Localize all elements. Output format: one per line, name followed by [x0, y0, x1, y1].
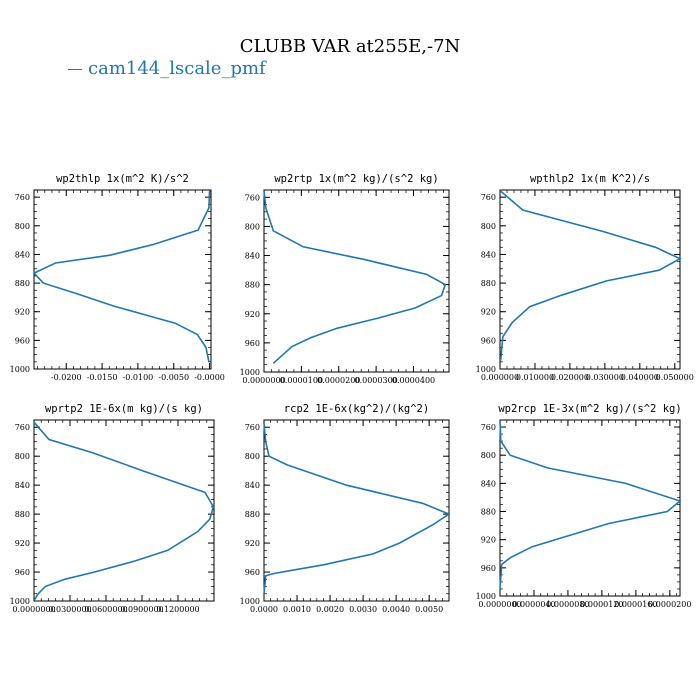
y-tick-label: 840 — [481, 250, 496, 259]
y-tick-label: 960 — [245, 339, 260, 348]
y-tick-label: 920 — [481, 308, 496, 317]
x-tick-label: 0.020000 — [551, 373, 589, 382]
y-tick-label: 880 — [15, 279, 30, 288]
y-tick-label: 800 — [245, 452, 260, 461]
y-tick-label: 760 — [245, 193, 260, 202]
y-tick-label: 800 — [481, 451, 496, 460]
plot-frame — [33, 419, 215, 602]
y-tick-label: 960 — [481, 564, 496, 573]
y-tick-label: 880 — [245, 281, 260, 290]
plot-frame — [499, 189, 681, 370]
plot-frame — [263, 189, 450, 373]
y-tick-label: 840 — [15, 481, 30, 490]
x-tick-label: 0.0000100 — [280, 376, 323, 385]
plot-frame — [263, 419, 450, 602]
y-tick-label: 840 — [481, 479, 496, 488]
y-tick-label: 1000 — [10, 365, 30, 374]
series-line — [32, 189, 211, 362]
x-tick-label: 0.0000160 — [614, 600, 657, 609]
y-tick-label: 800 — [481, 222, 496, 231]
x-tick-label: 0.0000040 — [512, 600, 555, 609]
y-tick-label: 800 — [245, 222, 260, 231]
x-tick-label: 0.0040 — [382, 605, 410, 614]
y-tick-label: 920 — [481, 536, 496, 545]
y-tick-label: 840 — [15, 250, 30, 259]
x-tick-label: 0.0000000 — [478, 600, 521, 609]
y-tick-label: 880 — [481, 279, 496, 288]
x-tick-label: 0.0000 — [250, 605, 278, 614]
y-tick-label: 1000 — [10, 597, 30, 606]
panel-title: wp2rcp 1E-3x(m^2 kg)/(s^2 kg) — [498, 403, 681, 415]
y-tick-label: 960 — [15, 568, 30, 577]
y-tick-label: 1000 — [476, 592, 496, 601]
x-tick-label: -0.0000 — [194, 373, 225, 382]
x-tick-label: 0.0600000 — [84, 605, 127, 614]
y-tick-label: 760 — [15, 423, 30, 432]
figure-title: CLUBB VAR at255E,-7N — [239, 36, 461, 57]
y-tick-label: 920 — [15, 308, 30, 317]
y-tick-label: 1000 — [240, 368, 260, 377]
legend-label: cam144_lscale_pmf — [88, 58, 266, 79]
x-tick-label: 0.000000 — [481, 373, 519, 382]
x-tick-label: 0.010000 — [516, 373, 554, 382]
x-tick-label: 0.030000 — [586, 373, 624, 382]
x-tick-label: 0.0300000 — [48, 605, 91, 614]
y-tick-label: 760 — [15, 193, 30, 202]
y-tick-label: 920 — [15, 539, 30, 548]
y-tick-label: 760 — [481, 423, 496, 432]
y-tick-label: 920 — [245, 539, 260, 548]
x-tick-label: 0.1200000 — [156, 605, 199, 614]
panel-title: wpthlp2 1x(m K^2)/s — [530, 173, 650, 185]
y-tick-label: 760 — [481, 193, 496, 202]
x-tick-label: -0.0100 — [123, 373, 154, 382]
y-tick-label: 880 — [245, 510, 260, 519]
panel-title: wprtp2 1E-6x(m kg)/(s kg) — [45, 403, 203, 415]
x-tick-label: 0.0000080 — [546, 600, 589, 609]
series-line — [33, 421, 215, 601]
y-tick-label: 1000 — [240, 597, 260, 606]
x-tick-label: -0.0050 — [158, 373, 189, 382]
y-tick-label: 880 — [481, 508, 496, 517]
x-tick-label: 0.0000300 — [354, 376, 397, 385]
x-tick-label: -0.0150 — [87, 373, 118, 382]
y-tick-label: 920 — [245, 310, 260, 319]
x-tick-label: 0.0900000 — [120, 605, 163, 614]
panel-title: wp2thlp 1x(m^2 K)/s^2 — [56, 173, 189, 185]
y-tick-label: 960 — [481, 336, 496, 345]
x-tick-label: 0.040000 — [621, 373, 659, 382]
x-tick-label: 0.050000 — [656, 373, 694, 382]
x-tick-label: 0.0050 — [415, 605, 443, 614]
x-tick-label: 0.0030 — [349, 605, 377, 614]
plot-frame — [33, 189, 212, 370]
y-tick-label: 840 — [245, 481, 260, 490]
y-tick-label: 800 — [15, 222, 30, 231]
panel-title: rcp2 1E-6x(kg^2)/(kg^2) — [284, 403, 429, 415]
x-tick-label: 0.0020 — [316, 605, 344, 614]
y-tick-label: 760 — [245, 423, 260, 432]
legend-line-swatch — [68, 68, 82, 70]
y-tick-label: 800 — [15, 452, 30, 461]
y-tick-label: 960 — [245, 568, 260, 577]
series-line — [263, 423, 451, 594]
series-line — [499, 190, 682, 361]
plot-frame — [499, 419, 681, 597]
x-tick-label: 0.0000000 — [242, 376, 285, 385]
y-tick-label: 880 — [15, 510, 30, 519]
x-tick-label: 0.0000000 — [12, 605, 55, 614]
legend: cam144_lscale_pmf — [68, 58, 266, 79]
x-tick-label: 0.0000400 — [392, 376, 435, 385]
x-tick-label: 0.0000200 — [317, 376, 360, 385]
series-line — [499, 421, 682, 590]
y-tick-label: 840 — [245, 252, 260, 261]
x-tick-label: 0.0000200 — [648, 600, 691, 609]
series-line — [263, 191, 447, 364]
x-tick-label: -0.0200 — [51, 373, 82, 382]
y-tick-label: 960 — [15, 336, 30, 345]
x-tick-label: 0.0010 — [283, 605, 311, 614]
panel-title: wp2rtp 1x(m^2 kg)/(s^2 kg) — [274, 173, 438, 185]
y-tick-label: 1000 — [476, 365, 496, 374]
x-tick-label: 0.0000120 — [580, 600, 623, 609]
